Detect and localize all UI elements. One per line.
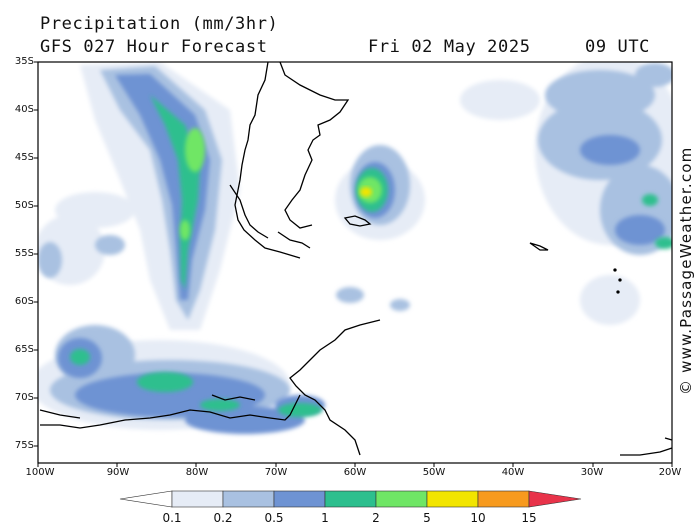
lon-label: 20W (658, 467, 682, 478)
lat-label: 65S (14, 344, 34, 355)
colorbar-label: 0.5 (264, 511, 284, 525)
lat-label: 45S (14, 152, 34, 163)
colorbar-label: 0.1 (162, 511, 182, 525)
lat-label: 60S (14, 296, 34, 307)
lat-label: 70S (14, 392, 34, 403)
colorbar-cell-8 (528, 490, 582, 508)
lon-ticks (37, 463, 673, 467)
forecast-model: GFS 027 Hour Forecast (40, 37, 268, 57)
lon-label: 40W (501, 467, 525, 478)
forecast-date: Fri 02 May 2025 (368, 37, 531, 57)
colorbar-cell-5 (375, 490, 428, 508)
colorbar-cell-6 (426, 490, 479, 508)
forecast-time: 09 UTC (585, 37, 651, 57)
site-credit: © www.PassageWeather.com (677, 146, 695, 395)
lon-label: 60W (343, 467, 367, 478)
lon-label: 70W (264, 467, 288, 478)
map-title: Precipitation (mm/3hr) (40, 14, 279, 34)
precip-layer (38, 62, 672, 434)
lat-label: 50S (14, 200, 34, 211)
colorbar-cell-0 (119, 490, 173, 508)
lat-ticks (34, 61, 38, 447)
colorbar-label: 5 (423, 511, 431, 525)
colorbar-cell-7 (477, 490, 530, 508)
colorbar-cell-1 (171, 490, 224, 508)
colorbar-label: 1 (321, 511, 329, 525)
colorbar-label: 10 (470, 511, 486, 525)
lon-label: 80W (185, 467, 209, 478)
lon-label: 30W (580, 467, 604, 478)
lat-label: 55S (14, 248, 34, 259)
colorbar-cell-3 (273, 490, 326, 508)
lat-label: 35S (14, 56, 34, 67)
colorbar-cell-2 (222, 490, 275, 508)
lat-label: 40S (14, 104, 34, 115)
lon-label: 50W (422, 467, 446, 478)
colorbar (119, 490, 582, 508)
lon-label: 90W (106, 467, 130, 478)
colorbar-label: 0.2 (213, 511, 233, 525)
colorbar-label: 2 (372, 511, 380, 525)
lat-label: 75S (14, 440, 34, 451)
colorbar-label: 15 (521, 511, 537, 525)
lon-label: 100W (25, 467, 55, 478)
colorbar-cell-4 (324, 490, 377, 508)
coastlines (39, 61, 673, 456)
